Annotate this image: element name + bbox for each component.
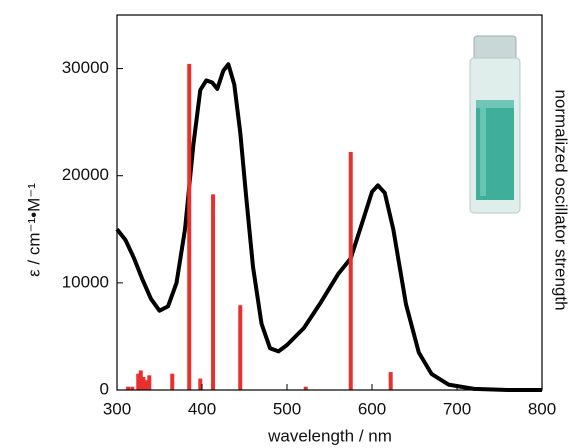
stick: [170, 373, 175, 390]
y-tick-label: 20000: [62, 165, 109, 184]
stick: [126, 386, 131, 390]
y-tick-label: 10000: [62, 272, 109, 291]
y-axis-label: ε / cm⁻¹•M⁻¹: [24, 183, 43, 277]
x-tick-label: 600: [358, 399, 386, 418]
stick: [238, 305, 243, 390]
x-tick-label: 300: [103, 399, 131, 418]
x-tick-label: 400: [188, 399, 216, 418]
x-axis-label: wavelength / nm: [267, 426, 392, 445]
stick: [211, 194, 216, 390]
x-tick-label: 700: [443, 399, 471, 418]
y-tick-label: 0: [100, 379, 109, 398]
stick: [388, 372, 393, 390]
plot-frame: [116, 14, 543, 391]
stick: [138, 370, 143, 390]
stick: [198, 378, 203, 390]
stick: [130, 386, 135, 390]
vial-photo: [469, 35, 521, 214]
spectrum-line: [115, 62, 542, 392]
stick: [144, 380, 149, 390]
y2-axis-label: normalized oscillator strength: [552, 89, 571, 310]
stick: [187, 63, 192, 390]
stick: [303, 386, 308, 390]
stick: [136, 373, 141, 390]
x-tick-label: 500: [273, 399, 301, 418]
stick: [348, 151, 353, 390]
x-tick-label: 800: [528, 399, 556, 418]
stick: [141, 376, 146, 390]
y-tick-label: 30000: [62, 58, 109, 77]
stick: [147, 375, 152, 390]
